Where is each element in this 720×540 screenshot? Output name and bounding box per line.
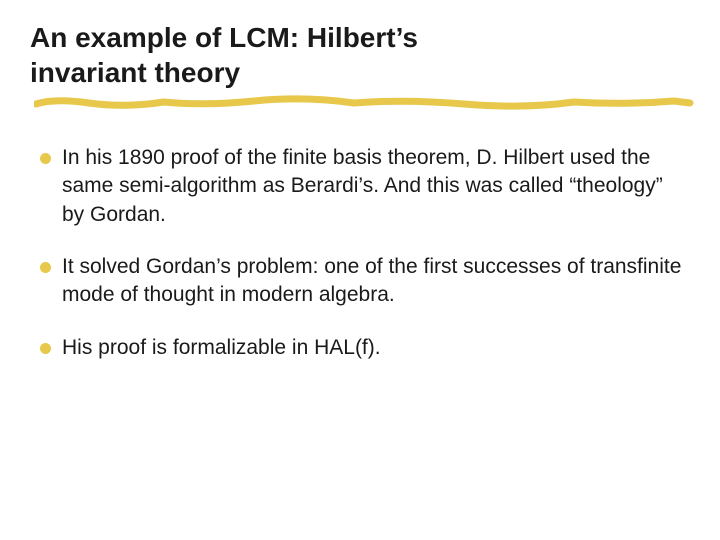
- title-line-2: invariant theory: [30, 57, 240, 88]
- list-item: His proof is formalizable in HAL(f).: [40, 334, 690, 362]
- bullet-text: It solved Gordan’s problem: one of the f…: [62, 255, 681, 306]
- title-line-1: An example of LCM: Hilbert’s: [30, 22, 418, 53]
- title-underline: [30, 98, 690, 116]
- bullet-text: In his 1890 proof of the finite basis th…: [62, 146, 663, 226]
- bullet-dot-icon: [40, 262, 51, 273]
- bullet-dot-icon: [40, 343, 51, 354]
- bullet-dot-icon: [40, 153, 51, 164]
- bullet-text: His proof is formalizable in HAL(f).: [62, 336, 381, 359]
- slide-title: An example of LCM: Hilbert’s invariant t…: [30, 20, 690, 90]
- scribble-underline-icon: [34, 92, 694, 114]
- scribble-path: [36, 99, 690, 106]
- bullet-list: In his 1890 proof of the finite basis th…: [30, 144, 690, 362]
- list-item: It solved Gordan’s problem: one of the f…: [40, 253, 690, 310]
- list-item: In his 1890 proof of the finite basis th…: [40, 144, 690, 229]
